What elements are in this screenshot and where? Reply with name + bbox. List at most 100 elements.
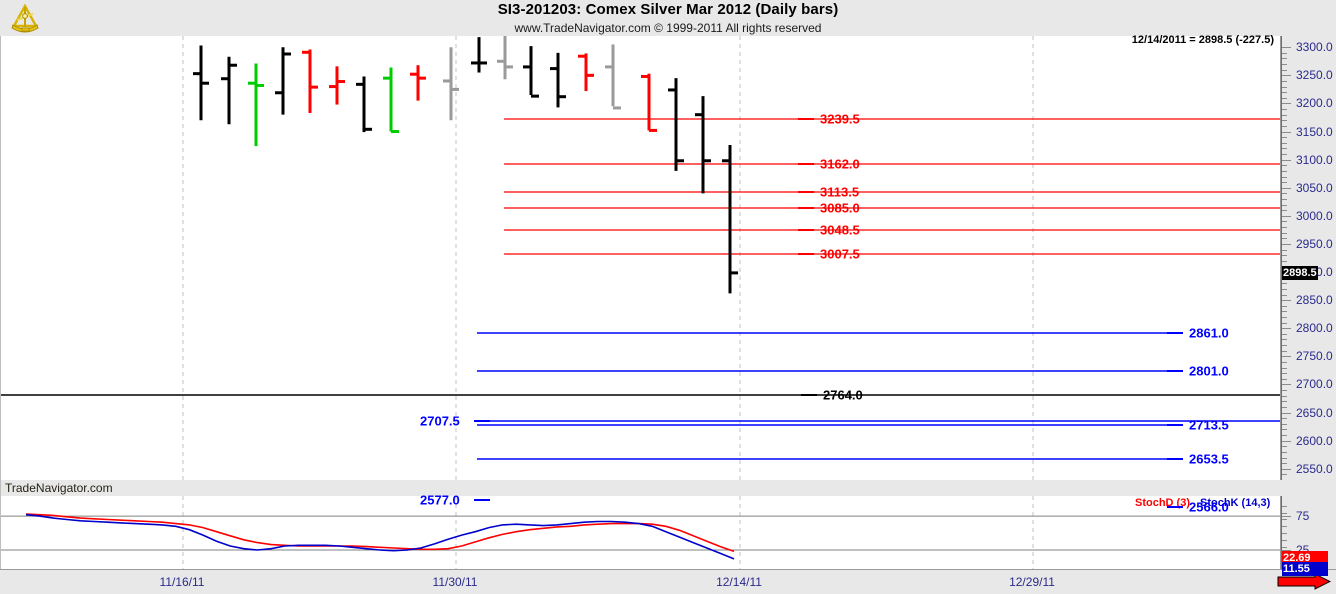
level-label[interactable]: 3113.5 bbox=[820, 184, 860, 200]
ohlc-bar bbox=[383, 67, 399, 134]
price-axis-minor-tick bbox=[1282, 311, 1287, 313]
scroll-forward-arrow[interactable] bbox=[1277, 573, 1332, 590]
price-axis-minor-tick bbox=[1282, 80, 1287, 82]
price-axis-label: 3300.0 bbox=[1296, 40, 1333, 55]
price-axis-label: 2800.0 bbox=[1296, 321, 1333, 336]
price-axis-minor-tick bbox=[1282, 249, 1287, 251]
stochastic-axis-minor-tick bbox=[1282, 539, 1287, 541]
price-axis-label: 3250.0 bbox=[1296, 68, 1333, 83]
price-chart-panel[interactable] bbox=[0, 36, 1281, 480]
price-axis-minor-tick bbox=[1282, 210, 1287, 212]
price-axis-tick bbox=[1282, 412, 1291, 414]
level-label-dash bbox=[798, 253, 814, 255]
stochastic-axis-tick bbox=[1282, 516, 1291, 518]
ohlc-bar bbox=[641, 73, 657, 132]
price-axis-minor-tick bbox=[1282, 64, 1287, 66]
level-label[interactable]: 3085.0 bbox=[820, 200, 860, 216]
stochk-value-badge: 11.55 bbox=[1282, 562, 1328, 576]
stochastic-axis-minor-tick bbox=[1282, 505, 1287, 507]
ohlc-bar bbox=[550, 52, 566, 108]
ohlc-bar bbox=[722, 145, 738, 294]
ohlc-bar bbox=[695, 96, 711, 194]
price-axis-minor-tick bbox=[1282, 322, 1287, 324]
copyright-subtitle: www.TradeNavigator.com © 1999-2011 All r… bbox=[514, 21, 822, 35]
price-axis-minor-tick bbox=[1282, 125, 1287, 127]
level-label[interactable]: 2713.5 bbox=[1189, 417, 1229, 433]
price-axis-minor-tick bbox=[1282, 58, 1287, 60]
price-axis-label: 3200.0 bbox=[1296, 96, 1333, 111]
price-axis[interactable]: 3300.0 3250.0 3200.0 3150.0 3100.0 3050.0 3000… bbox=[1281, 36, 1336, 480]
price-axis-tick bbox=[1282, 243, 1291, 245]
price-axis-minor-tick bbox=[1282, 294, 1287, 296]
price-axis-label: 2850.0 bbox=[1296, 293, 1333, 308]
price-axis-minor-tick bbox=[1282, 221, 1287, 223]
price-axis-minor-tick bbox=[1282, 148, 1287, 150]
price-axis-minor-tick bbox=[1282, 474, 1287, 476]
price-axis-tick bbox=[1282, 356, 1291, 358]
date-axis[interactable]: 11/16/11 11/30/11 12/14/11 12/29/11 bbox=[0, 569, 1336, 594]
price-axis-minor-tick bbox=[1282, 378, 1287, 380]
stochastic-panel[interactable] bbox=[0, 496, 1281, 569]
price-axis-minor-tick bbox=[1282, 317, 1287, 318]
price-axis-minor-tick bbox=[1282, 339, 1287, 341]
level-label[interactable]: 2801.0 bbox=[1189, 363, 1229, 379]
stochastic-axis-minor-tick bbox=[1282, 546, 1287, 548]
price-axis-minor-tick bbox=[1282, 446, 1287, 448]
level-label[interactable]: 2653.5 bbox=[1189, 451, 1229, 467]
price-axis-minor-tick bbox=[1282, 69, 1287, 71]
ohlc-bar bbox=[523, 46, 539, 98]
date-axis-label: 11/30/11 bbox=[432, 575, 478, 589]
price-axis-minor-tick bbox=[1282, 238, 1287, 240]
level-label-dash bbox=[798, 118, 814, 120]
stochastic-axis-label: 75 bbox=[1296, 509, 1310, 524]
price-axis-minor-tick bbox=[1282, 109, 1287, 111]
price-axis-minor-tick bbox=[1282, 170, 1287, 172]
level-label-dash bbox=[1167, 370, 1183, 372]
price-axis-minor-tick bbox=[1282, 86, 1287, 88]
price-axis-minor-tick bbox=[1282, 52, 1287, 54]
level-label[interactable]: 2707.5 bbox=[420, 413, 460, 429]
quote-readout: 12/14/2011 = 2898.5 (-227.5) bbox=[1131, 34, 1274, 46]
price-axis-minor-tick bbox=[1282, 120, 1287, 122]
price-axis-tick bbox=[1282, 440, 1291, 442]
price-axis-minor-tick bbox=[1282, 97, 1287, 99]
price-axis-label: 3150.0 bbox=[1296, 124, 1333, 139]
stochastic-axis-minor-tick bbox=[1282, 526, 1287, 528]
sextant-logo-icon bbox=[8, 2, 42, 34]
ohlc-bar bbox=[275, 47, 291, 115]
level-label-dash bbox=[798, 191, 814, 193]
level-label-dash bbox=[798, 229, 814, 231]
price-axis-minor-tick bbox=[1282, 255, 1287, 257]
level-label[interactable]: 2861.0 bbox=[1189, 325, 1229, 341]
price-axis-minor-tick bbox=[1282, 198, 1287, 200]
price-axis-minor-tick bbox=[1282, 361, 1287, 363]
price-axis-tick bbox=[1282, 103, 1291, 105]
level-label[interactable]: 3007.5 bbox=[820, 246, 860, 262]
level-label[interactable]: 2577.0 bbox=[420, 492, 460, 508]
level-label-dash bbox=[1167, 424, 1183, 426]
ohlc-bar bbox=[578, 53, 594, 92]
stochastic-axis-minor-tick bbox=[1282, 512, 1287, 514]
price-axis-tick bbox=[1282, 384, 1291, 386]
price-axis-minor-tick bbox=[1282, 345, 1287, 347]
level-label[interactable]: 2566.0 bbox=[1189, 499, 1229, 515]
level-label[interactable]: 3162.0 bbox=[820, 156, 860, 172]
price-axis-minor-tick bbox=[1282, 193, 1287, 195]
level-label-dash bbox=[798, 207, 814, 209]
stochastic-axis-minor-tick bbox=[1282, 533, 1287, 535]
price-axis-minor-tick bbox=[1282, 435, 1287, 437]
ohlc-bar bbox=[497, 36, 513, 80]
price-axis-label: 2650.0 bbox=[1296, 405, 1333, 420]
price-axis-minor-tick bbox=[1282, 463, 1287, 465]
level-label[interactable]: 3239.5 bbox=[820, 111, 860, 127]
level-label[interactable]: 3048.5 bbox=[820, 222, 860, 238]
price-axis-tick bbox=[1282, 187, 1291, 189]
level-label[interactable]: 2764.0 bbox=[823, 387, 863, 403]
legend-stochk[interactable]: StochK (14,3) bbox=[1200, 497, 1271, 509]
price-axis-minor-tick bbox=[1282, 142, 1287, 144]
price-axis-minor-tick bbox=[1282, 154, 1287, 156]
date-axis-label: 11/16/11 bbox=[159, 575, 205, 589]
ohlc-bar bbox=[356, 76, 372, 133]
watermark-label: TradeNavigator.com bbox=[5, 481, 113, 495]
